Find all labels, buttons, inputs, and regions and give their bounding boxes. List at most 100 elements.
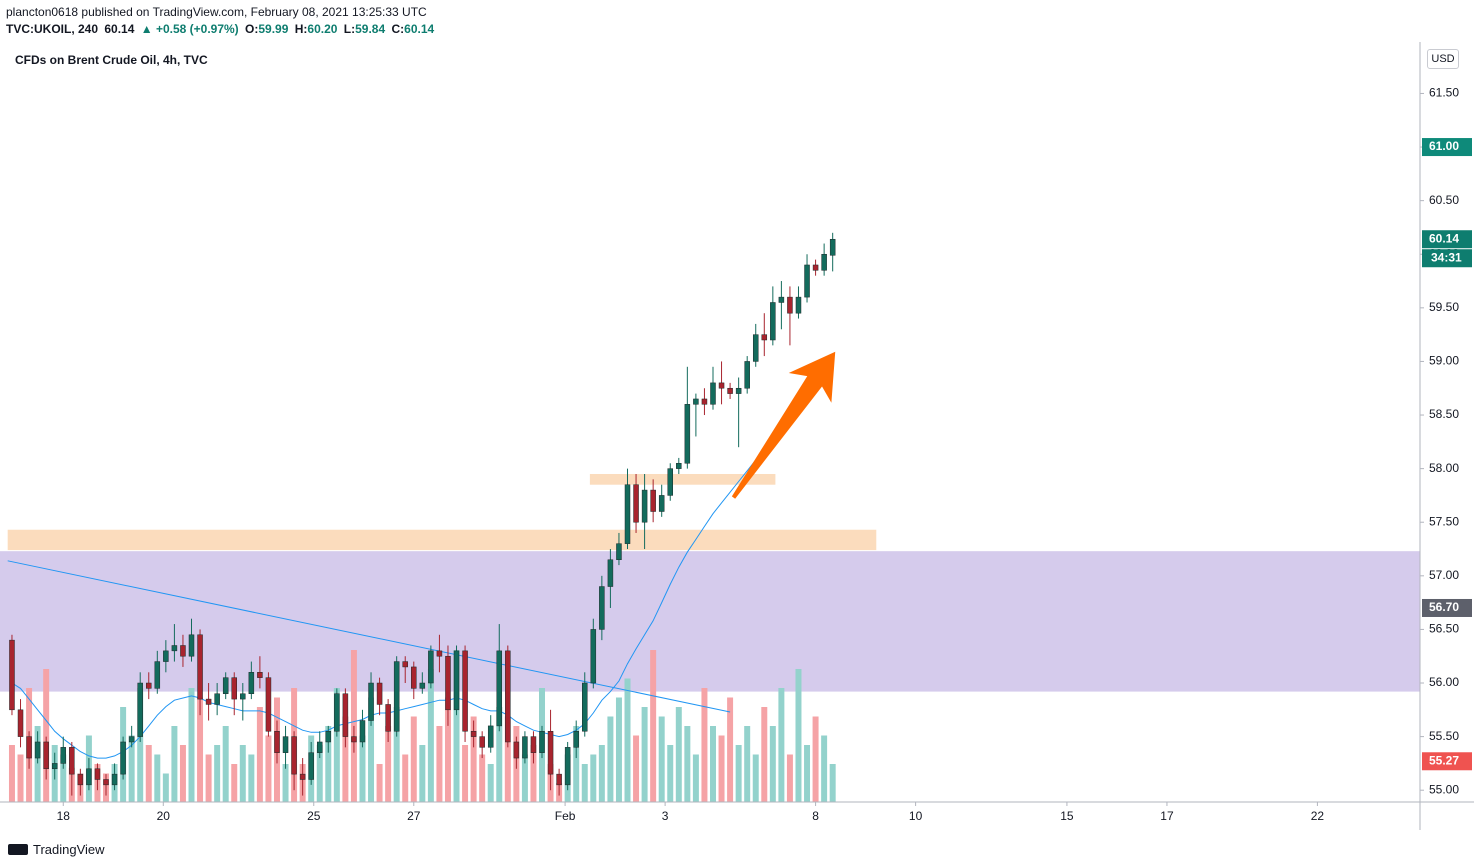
y-tick-label: 57.00: [1429, 568, 1459, 582]
y-tick-label: 59.00: [1429, 354, 1459, 368]
volume-bar: [359, 735, 366, 802]
candle-body: [265, 677, 272, 732]
volume-bar: [692, 754, 699, 802]
volume-bar: [821, 735, 828, 802]
logo[interactable]: TradingView: [8, 842, 105, 857]
volume-bar: [675, 707, 682, 802]
candle-body: [470, 731, 477, 737]
candle-body: [282, 736, 289, 753]
candle-body: [599, 586, 605, 630]
candle-body: [385, 704, 391, 732]
price-tag: [1422, 230, 1472, 249]
candle-body: [342, 693, 349, 737]
volume-bar: [444, 697, 451, 802]
candle-body: [402, 661, 408, 668]
candle-body: [393, 661, 400, 732]
volume-bar: [8, 745, 15, 802]
candle-body: [103, 779, 109, 786]
volume-bar: [43, 669, 50, 802]
candle-body: [590, 629, 597, 684]
x-tick-label: 8: [812, 809, 819, 823]
x-tick-label: 20: [157, 809, 171, 823]
candle-body: [564, 747, 571, 786]
volume-bar: [385, 726, 392, 802]
volume-bar: [633, 735, 640, 802]
volume-bar: [34, 726, 41, 802]
x-tick-label: 17: [1160, 809, 1174, 823]
volume-bar: [684, 726, 691, 802]
candle-body: [222, 677, 229, 694]
volume-bar: [368, 697, 375, 802]
candle-body: [77, 773, 84, 786]
candle-body: [547, 731, 554, 775]
candle-body: [154, 661, 161, 689]
candle-body: [727, 387, 733, 394]
candle-body: [128, 736, 135, 743]
price-tag-label: 61.00: [1429, 139, 1459, 153]
volume-bar: [812, 716, 819, 802]
volume-bar: [197, 697, 204, 802]
volume-bar: [282, 764, 289, 802]
candle-body: [710, 382, 716, 405]
candle-body: [69, 747, 75, 775]
candle-body: [633, 484, 639, 523]
candle-body: [419, 682, 426, 689]
candle-body: [94, 768, 101, 780]
currency-button[interactable]: USD: [1427, 49, 1459, 69]
candle-body: [539, 731, 545, 753]
volume-bar: [804, 745, 811, 802]
volume-bar: [667, 745, 674, 802]
candle-body: [744, 361, 750, 389]
candle-body: [513, 741, 520, 759]
volume-bar: [60, 754, 67, 802]
candle-body: [17, 709, 24, 737]
x-tick-label: Feb: [555, 809, 576, 823]
volume-bar: [179, 745, 186, 802]
zone: [589, 473, 776, 485]
candle-body: [658, 495, 665, 512]
candle-body: [496, 650, 503, 727]
x-tick-label: 15: [1060, 809, 1074, 823]
candle-body: [34, 741, 41, 759]
volume-bar: [376, 764, 383, 802]
volume-bar: [795, 669, 802, 802]
candle-body: [359, 720, 366, 743]
publish-line: plancton0618 published on TradingView.co…: [6, 5, 430, 19]
volume-bar: [590, 754, 597, 802]
volume-bar: [231, 764, 238, 802]
candle-body: [60, 747, 67, 764]
candle-body: [487, 725, 494, 748]
candle-body: [325, 731, 332, 743]
candle-body: [462, 650, 468, 732]
y-tick-label: 58.00: [1429, 461, 1459, 475]
logo-icon: [8, 844, 28, 855]
volume-bar: [410, 716, 417, 802]
volume-bar: [487, 764, 494, 802]
candle-body: [334, 693, 340, 732]
y-tick-label: 55.50: [1429, 729, 1459, 743]
y-tick-label: 56.50: [1429, 622, 1459, 636]
candle-body: [171, 645, 178, 652]
zone: [0, 551, 1420, 692]
candle-body: [778, 296, 785, 303]
c-value: 60.14: [404, 22, 435, 36]
y-tick-label: 61.50: [1429, 86, 1459, 100]
volume-bar: [598, 745, 605, 802]
volume-bar: [419, 745, 426, 802]
candle-body: [51, 763, 58, 770]
candle-body: [505, 650, 511, 743]
candle-body: [137, 682, 143, 737]
h-value: 60.20: [307, 22, 338, 36]
volume-bar: [17, 754, 24, 802]
x-tick-label: 3: [662, 809, 669, 823]
candle-body: [86, 768, 92, 786]
volume-bar: [316, 745, 323, 802]
candle-body: [257, 672, 263, 678]
o-label: O:: [245, 22, 259, 36]
candle-body: [667, 468, 673, 496]
volume-bar: [470, 716, 477, 802]
volume-bar: [325, 726, 332, 802]
volume-bar: [778, 688, 785, 802]
volume-bar: [436, 726, 443, 802]
candle-body: [436, 650, 443, 657]
